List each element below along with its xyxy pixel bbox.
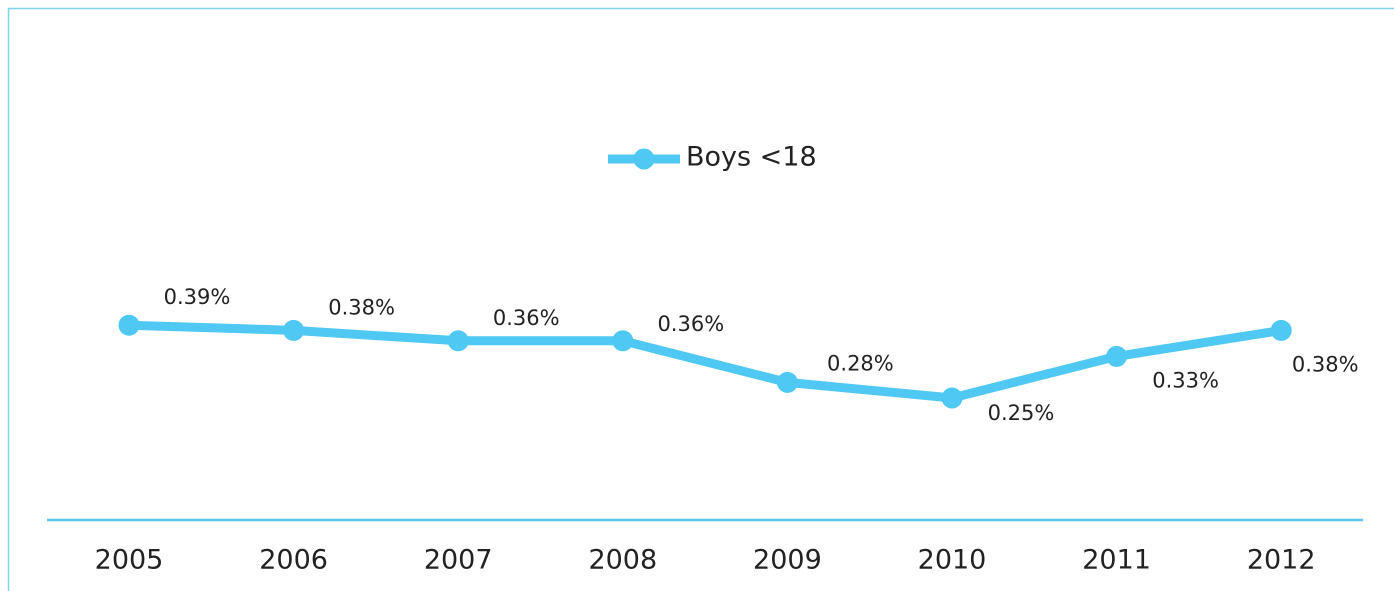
frame	[7, 7, 1394, 591]
x-tick-label: 2011	[1082, 545, 1151, 576]
x-tick-label: 2006	[259, 545, 328, 576]
marker	[283, 319, 305, 341]
value-label: 0.36%	[493, 306, 560, 330]
value-label: 0.33%	[1152, 368, 1219, 392]
x-tick-label: 2008	[588, 545, 657, 576]
x-tick-label: 2012	[1247, 545, 1316, 576]
value-label: 0.25%	[988, 401, 1055, 425]
value-label: 0.38%	[1292, 352, 1359, 376]
legend-marker	[633, 148, 655, 170]
x-tick-label: 2005	[95, 545, 164, 576]
x-tick-label: 2009	[753, 545, 822, 576]
marker	[941, 387, 963, 409]
marker	[612, 330, 634, 352]
x-tick-label: 2007	[424, 545, 493, 576]
marker	[1106, 345, 1128, 367]
legend-label: Boys <18	[686, 142, 817, 173]
value-label: 0.28%	[827, 351, 894, 375]
value-label: 0.39%	[164, 285, 231, 309]
marker	[118, 314, 140, 336]
marker	[447, 330, 469, 352]
marker	[1270, 319, 1292, 341]
line	[128, 320, 1282, 403]
x-tick-label: 2010	[918, 545, 987, 576]
marker	[776, 371, 798, 393]
value-label: 0.38%	[328, 295, 395, 319]
value-label: 0.36%	[657, 312, 724, 336]
